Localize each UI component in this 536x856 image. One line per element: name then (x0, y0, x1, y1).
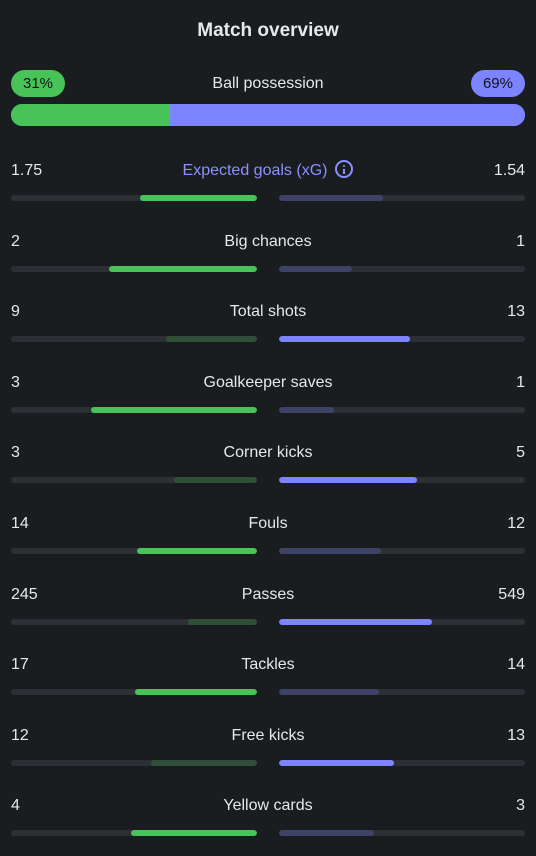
info-icon[interactable] (335, 160, 354, 178)
stat-home-value: 14 (11, 515, 29, 532)
stat-label: Free kicks (11, 725, 525, 747)
stat-label-text: Total shots (229, 303, 307, 320)
stat-away-value: 13 (507, 303, 525, 320)
stat-label-text: Yellow cards (223, 797, 313, 814)
stat-yellow-cards: 4 Yellow cards 3 (11, 795, 525, 839)
home-bar-fill (166, 336, 257, 342)
home-bar-fill (135, 689, 257, 695)
stat-label: Passes (11, 584, 525, 606)
match-overview-title: Match overview (197, 20, 339, 41)
stat-goalkeeper-saves: 3 Goalkeeper saves 1 (11, 372, 525, 416)
stat-home-value: 3 (11, 374, 20, 391)
stat-home-value: 1.75 (11, 162, 43, 179)
home-bar-fill (174, 477, 257, 483)
stat-label: Goalkeeper saves (11, 372, 525, 394)
possession-row: 31% Ball possession 69% (11, 70, 525, 97)
stat-home-value: 3 (11, 444, 20, 461)
home-bar-track (11, 689, 257, 695)
home-bar-track (11, 407, 257, 413)
home-bar-track (11, 830, 257, 836)
home-bar-track (11, 266, 257, 272)
home-bar-fill (131, 830, 257, 836)
stat-home-value: 2 (11, 233, 20, 250)
home-bar-fill (188, 619, 257, 625)
home-bar-track (11, 548, 257, 554)
home-bar-fill (151, 760, 257, 766)
stat-free-kicks: 12 Free kicks 13 (11, 725, 525, 769)
away-bar-fill (279, 689, 379, 695)
stat-label: Fouls (11, 513, 525, 535)
away-bar-fill (279, 195, 383, 201)
away-bar-fill (279, 760, 394, 766)
stat-label-text: Big chances (224, 233, 312, 250)
stat-home-value: 245 (11, 586, 38, 603)
possession-bar-home (11, 104, 171, 126)
home-bar-fill (91, 407, 257, 413)
stat-away-value: 14 (507, 656, 525, 673)
stat-label: Corner kicks (11, 442, 525, 464)
stat-away-value: 549 (498, 586, 525, 603)
away-bar-track (279, 195, 525, 201)
stat-away-value: 12 (507, 515, 525, 532)
stat-xg: 1.75 Expected goals (xG) 1.54 (11, 160, 525, 204)
away-possession-badge: 69% (470, 70, 525, 97)
away-bar-fill (279, 407, 334, 413)
home-bar-fill (140, 195, 257, 201)
stat-label-text: Fouls (248, 515, 288, 532)
stat-label-text: Corner kicks (223, 444, 313, 461)
stat-label: Yellow cards (11, 795, 525, 817)
away-bar-track (279, 548, 525, 554)
stat-passes: 245 Passes 549 (11, 584, 525, 628)
away-bar-track (279, 266, 525, 272)
stat-fouls: 14 Fouls 12 (11, 513, 525, 557)
stat-label-text: Tackles (241, 656, 295, 673)
away-bar-track (279, 830, 525, 836)
stat-tackles: 17 Tackles 14 (11, 654, 525, 698)
stat-total-shots: 9 Total shots 13 (11, 301, 525, 345)
stat-label[interactable]: Expected goals (xG) (11, 160, 525, 182)
possession-bar-away (170, 104, 525, 126)
home-bar-track (11, 477, 257, 483)
away-bar-track (279, 689, 525, 695)
stat-big-chances: 2 Big chances 1 (11, 231, 525, 275)
stat-label-text: Goalkeeper saves (203, 374, 333, 391)
stat-away-value: 1 (516, 233, 525, 250)
stat-label: Tackles (11, 654, 525, 676)
stat-away-value: 3 (516, 797, 525, 814)
away-bar-fill (279, 548, 381, 554)
stat-home-value: 9 (11, 303, 20, 320)
stat-away-value: 5 (516, 444, 525, 461)
stat-away-value: 1 (516, 374, 525, 391)
away-bar-fill (279, 477, 417, 483)
home-bar-track (11, 336, 257, 342)
home-bar-fill (137, 548, 257, 554)
away-bar-track (279, 477, 525, 483)
away-bar-track (279, 336, 525, 342)
home-possession-badge: 31% (11, 70, 66, 97)
possession-label: Ball possession (212, 75, 324, 92)
home-bar-track (11, 760, 257, 766)
stat-label: Total shots (11, 301, 525, 323)
home-bar-track (11, 195, 257, 201)
stat-label-text: Passes (241, 586, 295, 603)
stat-away-value: 13 (507, 727, 525, 744)
away-bar-fill (279, 266, 352, 272)
stat-away-value: 1.54 (493, 162, 525, 179)
away-bar-track (279, 407, 525, 413)
away-bar-fill (279, 830, 374, 836)
stat-label-text: Expected goals (xG) (182, 162, 328, 179)
away-bar-track (279, 760, 525, 766)
stat-label: Big chances (11, 231, 525, 253)
home-bar-track (11, 619, 257, 625)
away-bar-track (279, 619, 525, 625)
possession-bar (11, 104, 525, 126)
away-bar-fill (279, 336, 410, 342)
stat-home-value: 12 (11, 727, 29, 744)
home-bar-fill (109, 266, 257, 272)
away-bar-fill (279, 619, 432, 625)
stat-label-text: Free kicks (231, 727, 305, 744)
stat-home-value: 4 (11, 797, 20, 814)
stat-home-value: 17 (11, 656, 29, 673)
stat-corner-kicks: 3 Corner kicks 5 (11, 442, 525, 486)
